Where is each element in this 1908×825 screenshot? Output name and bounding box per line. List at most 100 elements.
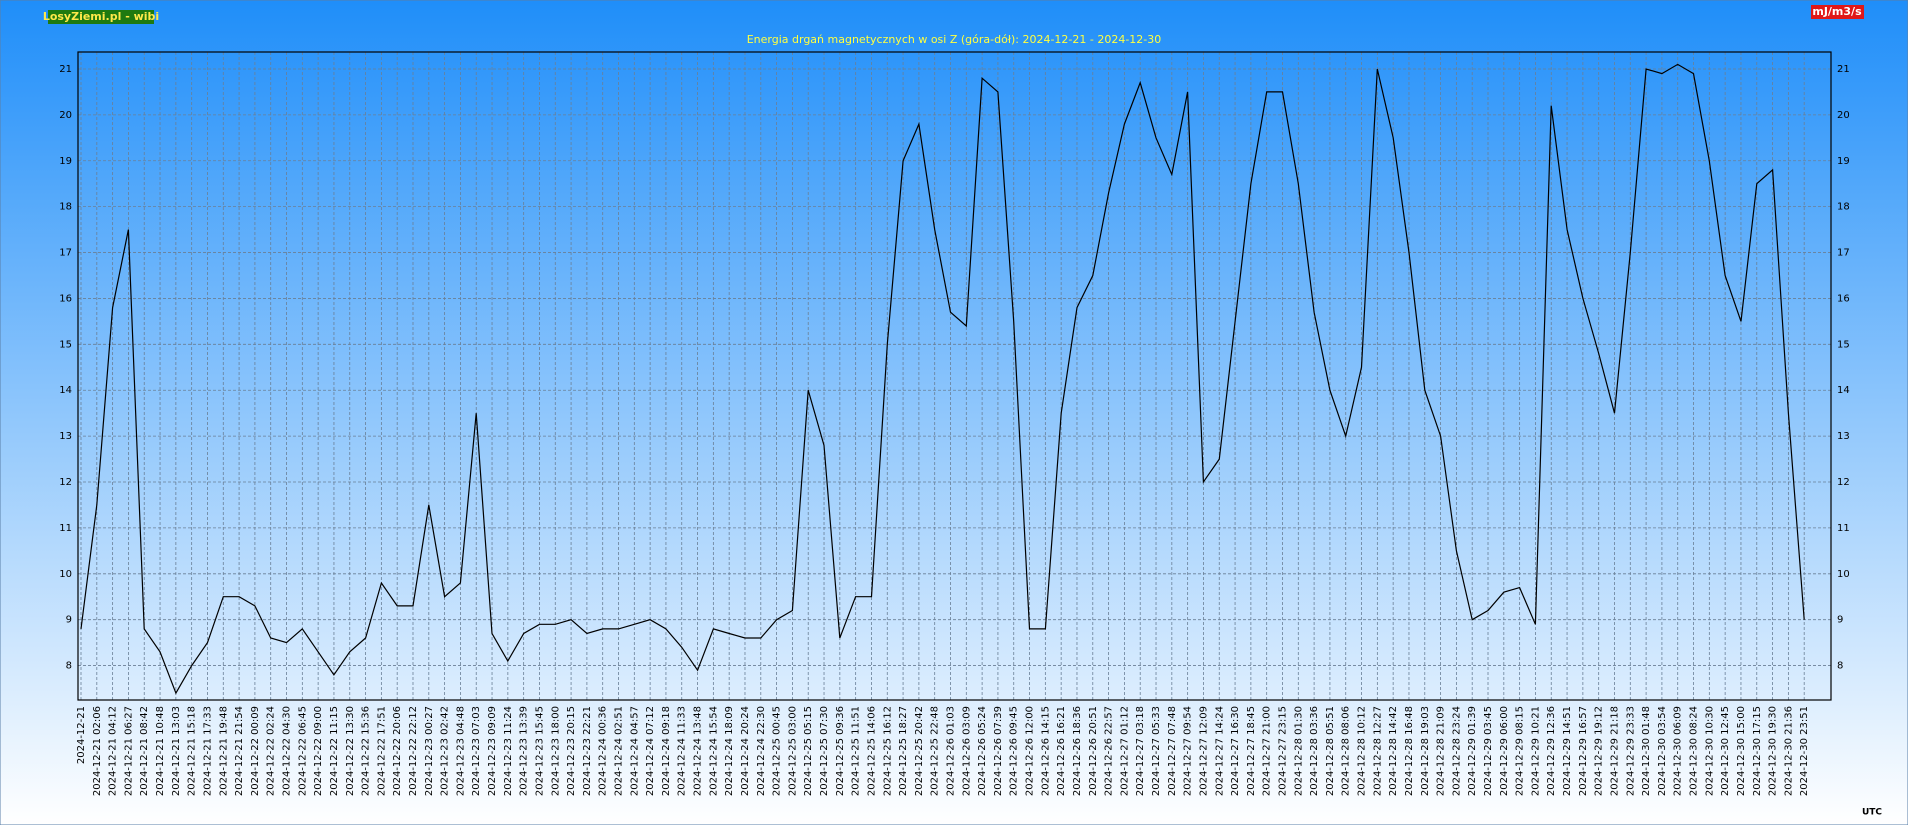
x-tick-label: 2024-12-23 11:24 (503, 706, 514, 796)
x-tick-label: 2024-12-21 19:48 (218, 706, 229, 796)
y-tick-label: 9 (66, 615, 72, 626)
x-tick-label: 2024-12-27 23:15 (1277, 706, 1288, 796)
y-tick-label: 18 (59, 202, 72, 213)
x-tick-label: 2024-12-23 18:00 (550, 706, 561, 796)
x-tick-label: 2024-12-21 21:54 (234, 706, 245, 796)
x-tick-label: 2024-12-25 07:30 (819, 706, 830, 796)
y-tick-label-right: 9 (1837, 615, 1843, 626)
x-tick-label: 2024-12-24 20:24 (740, 706, 751, 796)
x-tick-label: 2024-12-22 11:15 (329, 706, 340, 796)
y-tick-label: 14 (59, 385, 72, 396)
x-unit-label: UTC (1862, 808, 1882, 818)
x-tick-label: 2024-12-28 21:09 (1436, 706, 1447, 796)
x-tick-label: 2024-12-29 16:57 (1578, 706, 1589, 796)
x-tick-label: 2024-12-29 14:51 (1562, 706, 1573, 796)
x-tick-label: 2024-12-25 00:45 (772, 706, 783, 796)
x-tick-label: 2024-12-23 22:21 (582, 706, 593, 796)
x-tick-label: 2024-12-22 20:06 (392, 706, 403, 796)
x-tick-label: 2024-12-22 13:30 (345, 706, 356, 796)
x-tick-label: 2024-12-29 10:21 (1530, 706, 1541, 796)
x-tick-label: 2024-12-28 19:03 (1420, 706, 1431, 796)
y-tick-label-right: 8 (1837, 661, 1843, 672)
y-tick-label: 21 (59, 64, 72, 75)
plot (80, 63, 1805, 695)
x-tick-label: 2024-12-30 03:54 (1657, 706, 1668, 796)
unit-badge (1811, 5, 1864, 19)
y-tick-label: 12 (59, 477, 72, 488)
x-tick-label: 2024-12-24 02:51 (614, 706, 625, 796)
y-tick-label-right: 17 (1837, 248, 1850, 259)
x-tick-label: 2024-12-21 06:27 (123, 706, 134, 796)
y-tick-label-right: 11 (1837, 523, 1850, 534)
x-tick-label: 2024-12-21 (76, 706, 87, 764)
y-tick-label: 16 (59, 293, 72, 304)
y-tick-label: 8 (66, 661, 72, 672)
x-tick-label: 2024-12-22 15:36 (361, 706, 372, 796)
x-tick-label: 2024-12-25 20:42 (914, 706, 925, 796)
x-tick-label: 2024-12-23 09:09 (487, 706, 498, 796)
x-tick-label: 2024-12-27 21:00 (1262, 706, 1273, 796)
x-tick-label: 2024-12-29 19:12 (1594, 706, 1605, 796)
x-tick-label: 2024-12-26 09:45 (1009, 706, 1020, 796)
x-tick-label: 2024-12-21 17:33 (202, 706, 213, 796)
x-tick-label: 2024-12-26 16:21 (1056, 706, 1067, 796)
x-tick-label: 2024-12-27 16:30 (1230, 706, 1241, 796)
plot-frame (77, 51, 1832, 701)
x-tick-label: 2024-12-24 00:36 (598, 706, 609, 796)
x-tick-label: 2024-12-24 07:12 (645, 706, 656, 796)
y-tick-label-right: 13 (1837, 431, 1850, 442)
x-tick-label: 2024-12-29 01:39 (1467, 706, 1478, 796)
x-tick-label: 2024-12-23 20:15 (566, 706, 577, 796)
x-tick-label: 2024-12-27 07:48 (1167, 706, 1178, 796)
x-tick-label: 2024-12-30 12:45 (1720, 706, 1731, 796)
x-tick-label: 2024-12-22 00:09 (250, 706, 261, 796)
y-tick-label: 17 (59, 248, 72, 259)
x-tick-label: 2024-12-21 08:42 (139, 706, 150, 796)
x-tick-label: 2024-12-27 12:09 (1198, 706, 1209, 796)
x-tick-label: 2024-12-22 06:45 (297, 706, 308, 796)
x-tick-label: 2024-12-30 15:00 (1736, 706, 1747, 796)
y-tick-label-right: 15 (1837, 339, 1850, 350)
x-tick-label: 2024-12-29 06:00 (1499, 706, 1510, 796)
x-tick-label: 2024-12-28 03:36 (1309, 706, 1320, 796)
x-tick-label: 2024-12-26 05:24 (977, 706, 988, 796)
x-tick-label: 2024-12-26 01:03 (946, 706, 957, 796)
x-tick-label: 2024-12-24 09:18 (661, 706, 672, 796)
x-tick-label: 2024-12-28 08:06 (1341, 706, 1352, 796)
x-tick-label: 2024-12-28 01:30 (1293, 706, 1304, 796)
x-tick-label: 2024-12-24 11:33 (677, 706, 688, 796)
y-tick-label: 19 (59, 156, 72, 167)
x-tick-label: 2024-12-26 14:15 (1040, 706, 1051, 796)
x-tick-label: 2024-12-28 12:27 (1372, 706, 1383, 796)
x-tick-label: 2024-12-23 07:03 (471, 706, 482, 796)
x-tick-label: 2024-12-27 01:12 (1119, 706, 1130, 796)
y-tick-label: 13 (59, 431, 72, 442)
x-tick-label: 2024-12-25 22:48 (930, 706, 941, 796)
x-tick-label: 2024-12-26 12:00 (1025, 706, 1036, 796)
data-line (80, 63, 1805, 695)
x-tick-label: 2024-12-22 22:12 (408, 706, 419, 796)
x-tick-label: 2024-12-22 04:30 (282, 706, 293, 796)
x-tick-label: 2024-12-25 16:12 (882, 706, 893, 796)
x-tick-label: 2024-12-27 05:33 (1151, 706, 1162, 796)
x-tick-label: 2024-12-25 18:27 (898, 706, 909, 796)
x-tick-label: 2024-12-28 10:12 (1357, 706, 1368, 796)
x-tick-label: 2024-12-23 13:39 (519, 706, 530, 796)
y-tick-label-right: 16 (1837, 293, 1850, 304)
x-tick-label: 2024-12-23 00:27 (424, 706, 435, 796)
x-tick-label: 2024-12-26 22:57 (1104, 706, 1115, 796)
x-tick-label: 2024-12-30 01:48 (1641, 706, 1652, 796)
x-tick-label: 2024-12-27 14:24 (1214, 706, 1225, 796)
x-tick-label: 2024-12-24 18:09 (724, 706, 735, 796)
y-tick-label-right: 21 (1837, 64, 1850, 75)
x-tick-label: 2024-12-21 13:03 (171, 706, 182, 796)
y-tick-label: 15 (59, 339, 72, 350)
x-tick-label: 2024-12-26 18:36 (1072, 706, 1083, 796)
x-tick-label: 2024-12-25 11:51 (851, 706, 862, 796)
x-tick-label: 2024-12-29 03:45 (1483, 706, 1494, 796)
x-tick-label: 2024-12-28 14:42 (1388, 706, 1399, 796)
y-tick-label-right: 18 (1837, 202, 1850, 213)
x-tick-label: 2024-12-25 14:06 (866, 706, 877, 796)
x-tick-label: 2024-12-29 08:15 (1515, 706, 1526, 796)
